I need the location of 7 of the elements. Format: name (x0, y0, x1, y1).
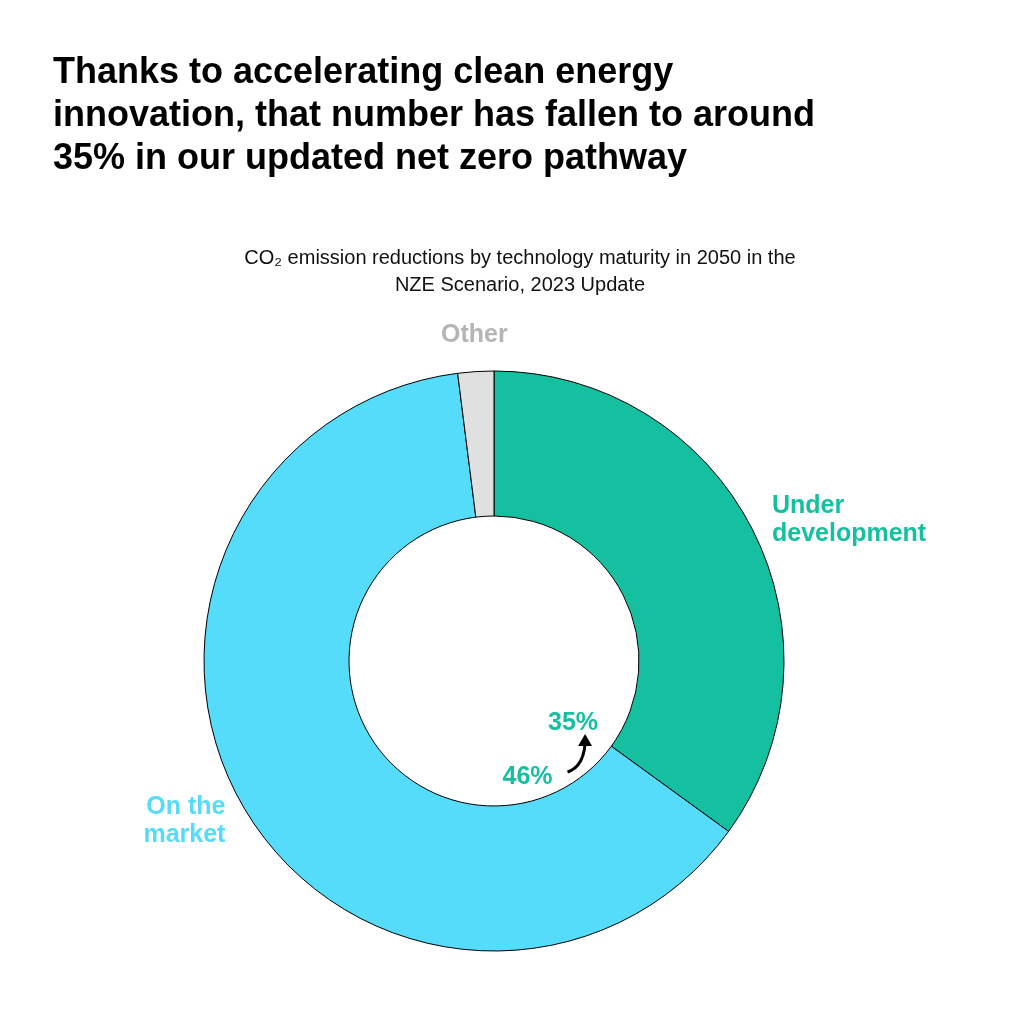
slice-label: Other (441, 318, 509, 347)
slice-label: On the market (143, 790, 227, 847)
data-label: 35% (548, 707, 599, 736)
slice-label: Under development (771, 490, 927, 547)
text: 46% (502, 760, 553, 789)
chart-title: Thanks to accelerating clean energy innovation, that number has fallen to around 35% in our updated net zero pathway (53, 50, 816, 177)
chart-subtitle: CO₂ emission reductions by technology maturity in 2050 in the NZE Scenario, 2023 Update (244, 246, 796, 295)
